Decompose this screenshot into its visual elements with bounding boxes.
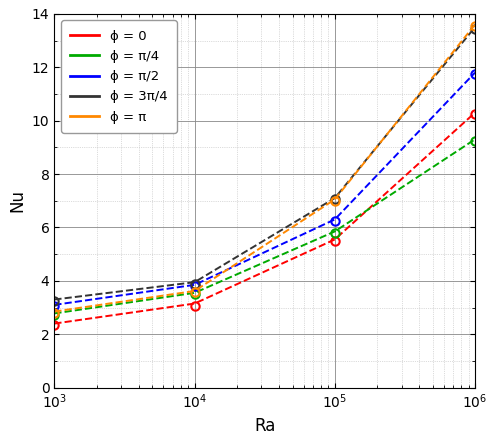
X-axis label: Ra: Ra (254, 417, 275, 435)
Legend: ϕ = 0, ϕ = π/4, ϕ = π/2, ϕ = 3π/4, ϕ = π: ϕ = 0, ϕ = π/4, ϕ = π/2, ϕ = 3π/4, ϕ = π (61, 20, 177, 133)
Y-axis label: Nu: Nu (8, 189, 26, 212)
